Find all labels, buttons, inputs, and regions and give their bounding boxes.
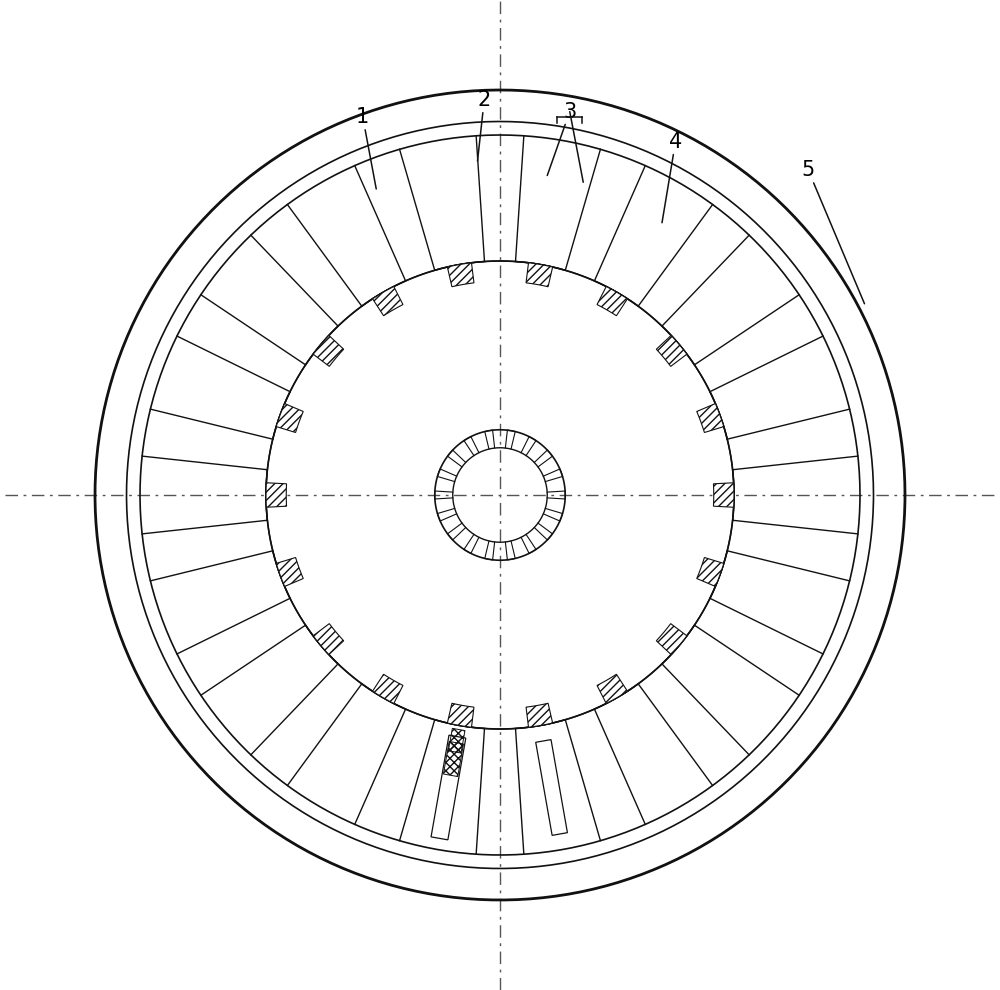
Polygon shape (697, 404, 724, 433)
Polygon shape (597, 674, 627, 704)
Polygon shape (431, 736, 466, 840)
Polygon shape (713, 483, 734, 507)
Polygon shape (276, 404, 303, 433)
Polygon shape (536, 740, 567, 836)
Text: 1: 1 (356, 107, 376, 189)
Polygon shape (373, 286, 403, 316)
Polygon shape (313, 336, 344, 366)
Polygon shape (526, 262, 553, 287)
Polygon shape (656, 624, 687, 654)
Polygon shape (597, 286, 627, 316)
Polygon shape (373, 674, 403, 704)
Polygon shape (447, 262, 474, 287)
Text: 3: 3 (547, 102, 576, 175)
Polygon shape (526, 703, 553, 728)
Polygon shape (276, 557, 303, 586)
Polygon shape (266, 483, 287, 507)
Text: 4: 4 (662, 132, 682, 223)
Polygon shape (697, 557, 724, 586)
Text: 2: 2 (478, 90, 491, 161)
Polygon shape (313, 624, 344, 654)
Polygon shape (656, 336, 687, 366)
Text: 5: 5 (802, 160, 864, 304)
Polygon shape (447, 703, 474, 728)
